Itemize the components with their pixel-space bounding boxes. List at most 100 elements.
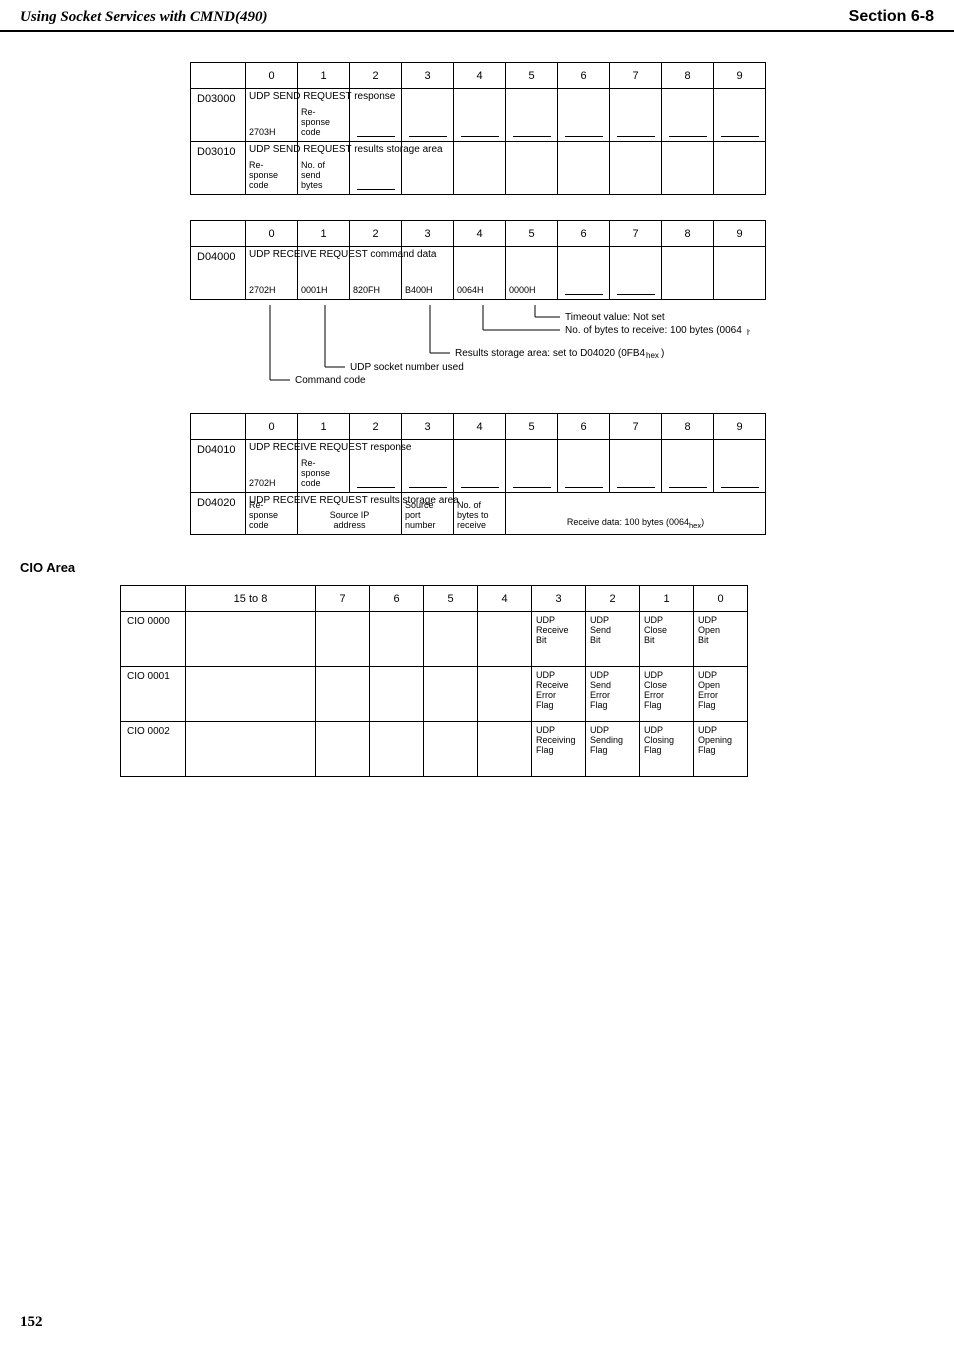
- table-d03000: 0123456789 D03000UDP SEND REQUEST respon…: [190, 62, 766, 195]
- data-cell: [714, 247, 766, 300]
- data-cell: [558, 142, 610, 195]
- data-cell: [714, 440, 766, 493]
- col-header: 3: [402, 414, 454, 440]
- cio-data-cell: [370, 667, 424, 722]
- col-header: 3: [402, 221, 454, 247]
- cio-data-cell: UDPCloseErrorFlag: [640, 667, 694, 722]
- header-section: Section 6-8: [849, 8, 934, 26]
- svg-text:hex: hex: [646, 351, 659, 360]
- data-cell: [454, 89, 506, 142]
- data-cell: [662, 142, 714, 195]
- data-cell: [662, 247, 714, 300]
- row-label: D04010: [191, 440, 246, 493]
- col-header: 2: [350, 63, 402, 89]
- cio-data-cell: UDPOpenBit: [694, 612, 748, 667]
- row-label: D03010: [191, 142, 246, 195]
- cio-data-cell: UDPSendingFlag: [586, 722, 640, 777]
- table-d04000: 0123456789 D04000UDP RECEIVE REQUEST com…: [190, 220, 766, 300]
- col-header: 7: [610, 414, 662, 440]
- cio-row-label: CIO 0000: [121, 612, 186, 667]
- data-cell: [714, 89, 766, 142]
- data-cell: UDP RECEIVE REQUEST response2702H: [246, 440, 298, 493]
- cio-table-wrapper: 15 to 876543210 CIO 0000UDPReceiveBitUDP…: [120, 585, 934, 777]
- cio-data-cell: UDPReceiveErrorFlag: [532, 667, 586, 722]
- col-header: 4: [454, 221, 506, 247]
- data-cell: [610, 247, 662, 300]
- cio-data-cell: [370, 722, 424, 777]
- data-cell: [714, 142, 766, 195]
- cio-data-cell: UDPClosingFlag: [640, 722, 694, 777]
- col-header: 5: [506, 63, 558, 89]
- cio-col-header: 4: [478, 586, 532, 612]
- row-label: D03000: [191, 89, 246, 142]
- data-cell: 0000H: [506, 247, 558, 300]
- cio-data-cell: UDPOpeningFlag: [694, 722, 748, 777]
- cio-data-cell: [316, 667, 370, 722]
- data-cell: Receive data: 100 bytes (0064hex): [506, 493, 766, 535]
- col-header: 8: [662, 221, 714, 247]
- cio-data-cell: UDPOpenErrorFlag: [694, 667, 748, 722]
- col-header: 9: [714, 63, 766, 89]
- data-cell: UDP SEND REQUEST response2703H: [246, 89, 298, 142]
- note-socket: UDP socket number used: [350, 362, 464, 373]
- cio-data-cell: UDPReceiveBit: [532, 612, 586, 667]
- cio-data-cell: [424, 722, 478, 777]
- memory-table-2: 0123456789 D04000UDP RECEIVE REQUEST com…: [190, 220, 934, 300]
- note-timeout: Timeout value: Not set: [565, 312, 665, 323]
- data-cell: UDP RECEIVE REQUEST command data2702H: [246, 247, 298, 300]
- header-title: Using Socket Services with CMND(490): [20, 9, 268, 26]
- page-header: Using Socket Services with CMND(490) Sec…: [0, 0, 954, 32]
- data-cell: UDP SEND REQUEST results storage areaRe-…: [246, 142, 298, 195]
- col-header: 1: [298, 221, 350, 247]
- col-header: 6: [558, 63, 610, 89]
- data-cell: [506, 440, 558, 493]
- data-cell: [506, 142, 558, 195]
- cio-data-cell: [478, 612, 532, 667]
- cio-col-header: 7: [316, 586, 370, 612]
- cio-data-cell: [186, 667, 316, 722]
- cio-col-header: 2: [586, 586, 640, 612]
- cio-row-label: CIO 0001: [121, 667, 186, 722]
- data-cell: [454, 440, 506, 493]
- data-cell: [610, 440, 662, 493]
- col-header: 0: [246, 414, 298, 440]
- col-header: 1: [298, 63, 350, 89]
- cio-data-cell: [316, 612, 370, 667]
- cio-data-cell: [370, 612, 424, 667]
- col-header: 5: [506, 414, 558, 440]
- cio-area-label: CIO Area: [20, 560, 934, 575]
- cio-col-header: 5: [424, 586, 478, 612]
- col-header: 0: [246, 63, 298, 89]
- row-label: D04000: [191, 247, 246, 300]
- data-cell: [610, 89, 662, 142]
- cio-col-header: 15 to 8: [186, 586, 316, 612]
- cio-col-header: 1: [640, 586, 694, 612]
- col-header: 9: [714, 414, 766, 440]
- cio-data-cell: UDPSendBit: [586, 612, 640, 667]
- note-bytes: No. of bytes to receive: 100 bytes (0064: [565, 325, 742, 336]
- cio-data-cell: UDPSendErrorFlag: [586, 667, 640, 722]
- col-header: 6: [558, 414, 610, 440]
- cio-data-cell: [478, 667, 532, 722]
- cio-row-label: CIO 0002: [121, 722, 186, 777]
- col-header: 9: [714, 221, 766, 247]
- cio-data-cell: UDPCloseBit: [640, 612, 694, 667]
- col-header: 8: [662, 414, 714, 440]
- cio-data-cell: [424, 667, 478, 722]
- memory-table-1: 0123456789 D03000UDP SEND REQUEST respon…: [190, 62, 934, 195]
- col-header: 8: [662, 63, 714, 89]
- notes-block-2: Timeout value: Not set No. of bytes to r…: [190, 305, 934, 393]
- cio-data-cell: [186, 722, 316, 777]
- data-cell: 0064H: [454, 247, 506, 300]
- data-cell: [662, 89, 714, 142]
- col-header: 6: [558, 221, 610, 247]
- col-header: 4: [454, 63, 506, 89]
- page-content: 0123456789 D03000UDP SEND REQUEST respon…: [0, 32, 954, 797]
- cio-data-cell: [478, 722, 532, 777]
- data-cell: [454, 142, 506, 195]
- cio-data-cell: [316, 722, 370, 777]
- data-cell: [506, 89, 558, 142]
- cio-data-cell: [424, 612, 478, 667]
- cio-table: 15 to 876543210 CIO 0000UDPReceiveBitUDP…: [120, 585, 748, 777]
- col-header: 0: [246, 221, 298, 247]
